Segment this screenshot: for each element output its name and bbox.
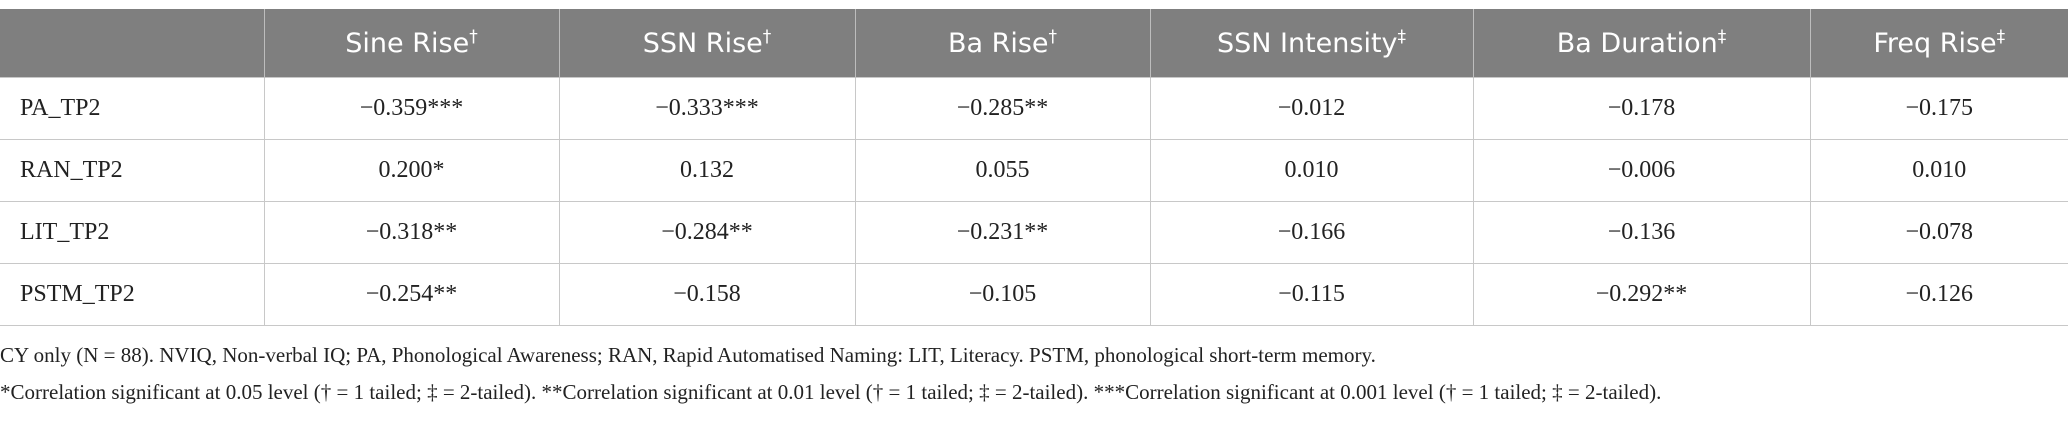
table-cell: −0.284** bbox=[558, 201, 856, 264]
header-mark: ‡ bbox=[1397, 27, 1407, 47]
header-cell: SSN Intensity‡ bbox=[1149, 9, 1473, 78]
table-cell: −0.006 bbox=[1472, 139, 1811, 202]
header-cell: SSN Rise† bbox=[558, 9, 855, 78]
header-mark: ‡ bbox=[1996, 27, 2006, 47]
header-cell bbox=[0, 9, 264, 78]
header-cell: Ba Rise† bbox=[854, 9, 1150, 78]
table-body: PA_TP2 −0.359*** −0.333*** −0.285** −0.012 −0… bbox=[0, 77, 2068, 326]
table-cell: −0.333*** bbox=[558, 77, 856, 140]
table-cell: −0.012 bbox=[1149, 77, 1474, 140]
table-cell: −0.318** bbox=[263, 201, 560, 264]
header-text: Ba Duration bbox=[1556, 28, 1718, 59]
table-cell: −0.359*** bbox=[263, 77, 560, 140]
table-cell: 0.010 bbox=[1149, 139, 1474, 202]
header-cell: Ba Duration‡ bbox=[1472, 9, 1810, 78]
header-text: Freq Rise bbox=[1873, 28, 1997, 59]
table-cell: −0.178 bbox=[1472, 77, 1811, 140]
table-cell: −0.126 bbox=[1809, 263, 2068, 326]
table-cell: −0.078 bbox=[1809, 201, 2068, 264]
table-cell: −0.292** bbox=[1472, 263, 1811, 326]
table-cell: −0.175 bbox=[1809, 77, 2068, 140]
table-cell: −0.136 bbox=[1472, 201, 1811, 264]
header-cell: Sine Rise† bbox=[263, 9, 559, 78]
row-label: PSTM_TP2 bbox=[0, 263, 265, 326]
table-row: LIT_TP2 −0.318** −0.284** −0.231** −0.166 −0.… bbox=[0, 201, 2068, 264]
table-cell: 0.055 bbox=[854, 139, 1151, 202]
table-cell: −0.158 bbox=[558, 263, 856, 326]
table-row: PA_TP2 −0.359*** −0.333*** −0.285** −0.012 −0… bbox=[0, 77, 2068, 140]
table-row: PSTM_TP2 −0.254** −0.158 −0.105 −0.115 −0.292… bbox=[0, 263, 2068, 326]
table-cell: −0.166 bbox=[1149, 201, 1474, 264]
footnote: CY only (N = 88). NVIQ, Non-verbal IQ; P… bbox=[0, 343, 1376, 367]
table-cell: −0.115 bbox=[1149, 263, 1474, 326]
table-row: RAN_TP2 0.200* 0.132 0.055 0.010 −0.006 0.010 bbox=[0, 139, 2068, 202]
table-cell: 0.200* bbox=[263, 139, 560, 202]
footnote: *Correlation significant at 0.05 level (… bbox=[0, 380, 1662, 404]
header-text: SSN Rise bbox=[642, 28, 763, 59]
table-cell: −0.231** bbox=[854, 201, 1151, 264]
table-cell: 0.010 bbox=[1809, 139, 2068, 202]
table-cell: 0.132 bbox=[558, 139, 856, 202]
table-cell: −0.285** bbox=[854, 77, 1151, 140]
row-label: RAN_TP2 bbox=[0, 139, 265, 202]
correlation-table: Sine Rise† SSN Rise† Ba Rise† SSN Intensity… bbox=[0, 9, 2068, 326]
header-text: SSN Intensity bbox=[1216, 28, 1398, 59]
header-cell: Freq Rise‡ bbox=[1809, 9, 2068, 78]
table-cell: −0.254** bbox=[263, 263, 560, 326]
header-row: Sine Rise† SSN Rise† Ba Rise† SSN Intensity… bbox=[0, 9, 2068, 78]
row-label: LIT_TP2 bbox=[0, 201, 265, 264]
header-text: Sine Rise bbox=[345, 28, 470, 59]
header-mark: † bbox=[1048, 27, 1058, 47]
header-mark: ‡ bbox=[1717, 27, 1727, 47]
row-label: PA_TP2 bbox=[0, 77, 265, 140]
header-mark: † bbox=[762, 27, 772, 47]
header-text: Ba Rise bbox=[947, 28, 1049, 59]
header-mark: † bbox=[469, 27, 478, 47]
table-cell: −0.105 bbox=[854, 263, 1151, 326]
